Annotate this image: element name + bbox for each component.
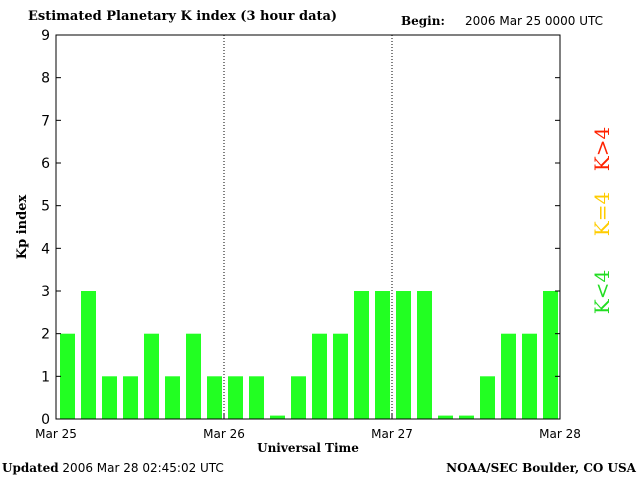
plot-frame xyxy=(55,34,561,420)
y-tick-label-3: 3 xyxy=(41,284,50,300)
kp-bar-17 xyxy=(417,291,432,419)
x-tick-label-2: Mar 27 xyxy=(371,427,413,441)
y-tick-label-9: 9 xyxy=(41,28,50,44)
y-tick-label-7: 7 xyxy=(41,113,50,129)
x-tick-label-1: Mar 26 xyxy=(203,427,245,441)
y-tick-label-5: 5 xyxy=(41,199,50,215)
legend-k-greater-4: K>4 xyxy=(590,126,615,172)
kp-bar-3 xyxy=(123,376,138,419)
kp-bar-2 xyxy=(102,376,117,419)
legend-k-equal-4: K=4 xyxy=(590,191,615,237)
y-axis-label: Kp index xyxy=(15,195,30,260)
kp-bar-19 xyxy=(459,415,474,419)
chart-title: Estimated Planetary K index (3 hour data… xyxy=(28,9,338,24)
x-axis-label: Universal Time xyxy=(257,441,359,455)
updated-timestamp: Updated 2006 Mar 28 02:45:02 UTC xyxy=(2,461,224,475)
kp-bar-6 xyxy=(186,333,201,419)
y-tick-label-4: 4 xyxy=(41,241,50,257)
y-tick-label-8: 8 xyxy=(41,71,50,87)
kp-bar-7 xyxy=(207,376,222,419)
kp-bar-4 xyxy=(144,333,159,419)
y-tick-label-0: 0 xyxy=(41,412,50,428)
kp-bar-18 xyxy=(438,415,453,419)
y-tick-label-1: 1 xyxy=(41,369,50,385)
x-tick-label-0: Mar 25 xyxy=(35,427,77,441)
kp-bar-16 xyxy=(396,291,411,419)
kp-bar-10 xyxy=(270,415,285,419)
kp-bar-11 xyxy=(291,376,306,419)
source-credit: NOAA/SEC Boulder, CO USA xyxy=(446,461,636,475)
kp-bar-20 xyxy=(480,376,495,419)
y-tick-label-6: 6 xyxy=(41,156,50,172)
kp-bar-8 xyxy=(228,376,243,419)
y-tick-label-2: 2 xyxy=(41,327,50,343)
legend-k-less-4: K<4 xyxy=(590,269,615,315)
kp-bar-21 xyxy=(501,333,516,419)
kp-bar-13 xyxy=(333,333,348,419)
begin-label: Begin: xyxy=(401,14,445,28)
x-tick-label-3: Mar 28 xyxy=(539,427,581,441)
kp-bar-14 xyxy=(354,291,369,419)
kp-bar-9 xyxy=(249,376,264,419)
begin-value: 2006 Mar 25 0000 UTC xyxy=(465,14,604,28)
kp-bar-22 xyxy=(522,333,537,419)
kp-bar-0 xyxy=(60,333,75,419)
updated-value: 2006 Mar 28 02:45:02 UTC xyxy=(62,461,224,475)
kp-bar-5 xyxy=(165,376,180,419)
kp-bar-15 xyxy=(375,291,390,419)
kp-bar-1 xyxy=(81,291,96,419)
kp-bar-23 xyxy=(543,291,558,419)
updated-label: Updated xyxy=(2,461,59,475)
kp-bar-12 xyxy=(312,333,327,419)
